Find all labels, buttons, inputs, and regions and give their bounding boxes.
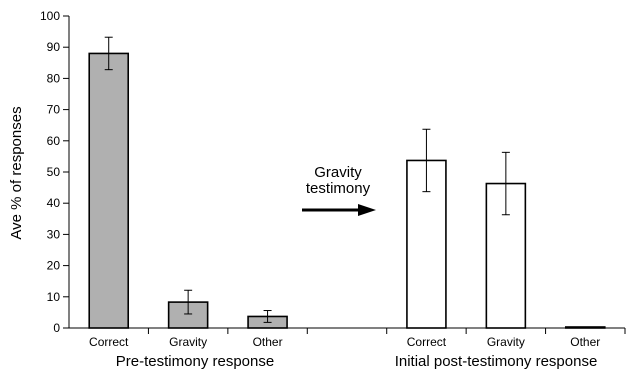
group-label-pre-testimony: Pre-testimony response [116,353,274,370]
error-bar-pre-testimony-response-other [263,310,272,323]
y-tick-label-10: 10 [47,290,61,304]
y-tick-label-80: 80 [47,71,61,85]
x-tick-label-initial-post-testimony-response-correct: Correct [407,335,447,349]
x-tick-label-initial-post-testimony-response-gravity: Gravity [487,335,525,349]
y-tick-label-90: 90 [47,40,61,54]
y-tick-label-100: 100 [40,9,60,23]
bar-pre-testimony-response-correct [88,52,130,329]
error-bar-pre-testimony-response-correct [104,36,113,71]
y-tick-label-40: 40 [47,196,61,210]
y-tick-label-50: 50 [47,165,61,179]
y-tick-label-30: 30 [47,227,61,241]
y-axis-title: Ave % of responses [8,106,25,239]
annotation-line-2: testimony [306,180,371,197]
y-tick-label-0: 0 [53,321,60,335]
y-tick-label-60: 60 [47,134,61,148]
error-bar-initial-post-testimony-response-gravity [501,151,510,216]
x-tick-label-pre-testimony-response-other: Other [253,335,283,349]
annotation-line-1: Gravity [314,164,362,181]
y-tick-label-70: 70 [47,103,61,117]
x-tick-label-pre-testimony-response-gravity: Gravity [169,335,207,349]
y-axis-ticks: 0 10 20 30 40 50 60 70 80 90 100 [40,9,69,335]
x-tick-label-pre-testimony-response-correct: Correct [89,335,129,349]
error-bar-pre-testimony-response-gravity [184,289,193,315]
gravity-testimony-annotation: Gravity testimony [302,164,376,216]
error-bars [104,36,510,323]
group-label-post-testimony: Initial post-testimony response [395,353,598,370]
y-tick-label-20: 20 [47,259,61,273]
bar-initial-post-testimony-response-other [564,326,606,329]
x-tick-label-initial-post-testimony-response-other: Other [570,335,600,349]
error-bar-initial-post-testimony-response-correct [422,128,431,193]
annotation-arrow-head [358,204,376,216]
x-axis-tick-labels: Correct Gravity Other Correct Gravity Other [89,328,626,349]
